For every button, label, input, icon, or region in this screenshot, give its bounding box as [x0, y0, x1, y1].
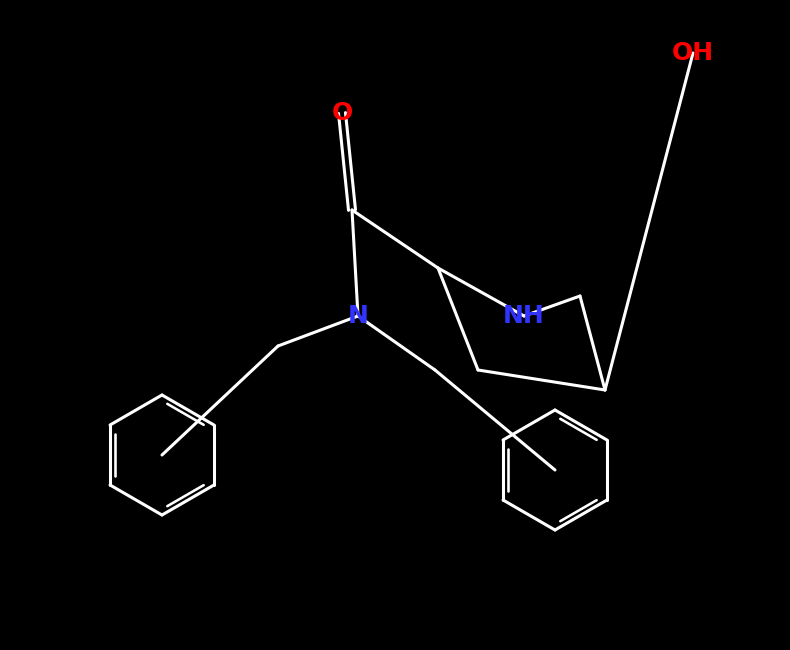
- Text: NH: NH: [503, 304, 545, 328]
- Text: N: N: [348, 304, 368, 328]
- Text: OH: OH: [672, 41, 714, 65]
- Text: O: O: [331, 101, 352, 125]
